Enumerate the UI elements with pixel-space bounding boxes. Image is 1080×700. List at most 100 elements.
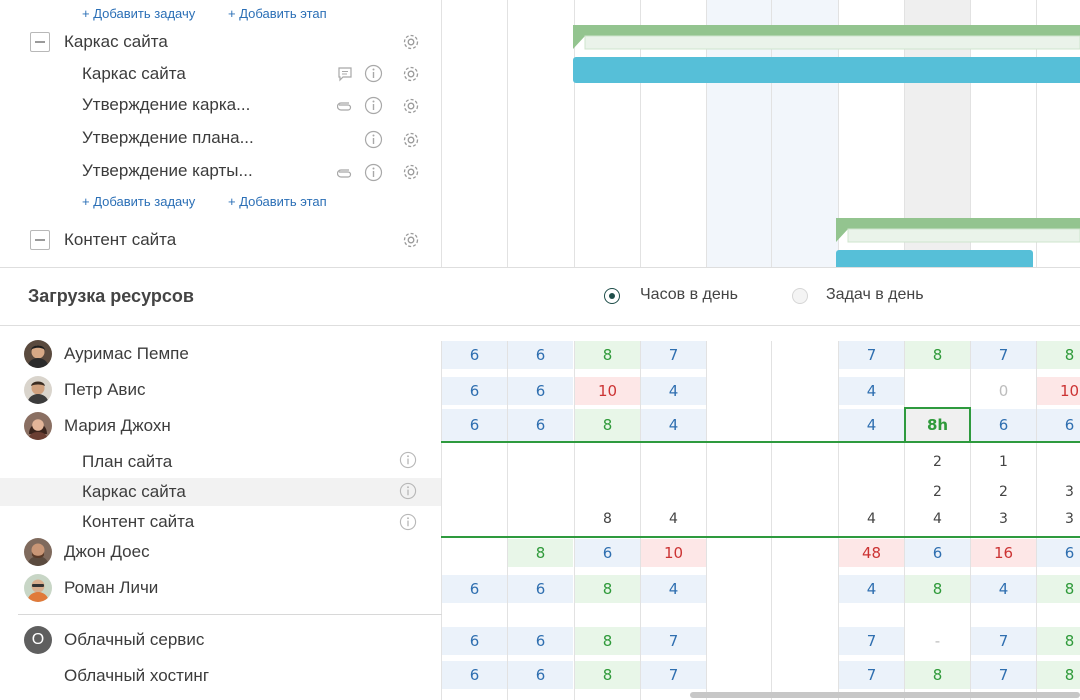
subtask-load-cell[interactable]	[839, 478, 904, 506]
load-cell[interactable]: 6	[508, 377, 573, 405]
info-icon[interactable]	[399, 451, 417, 469]
load-cell[interactable]: 7	[839, 627, 904, 655]
collapse-toggle[interactable]	[30, 32, 50, 52]
load-cell[interactable]: 7	[971, 341, 1036, 369]
gear-icon[interactable]	[401, 96, 421, 116]
subtask-load-cell[interactable]	[772, 449, 837, 475]
gear-icon[interactable]	[401, 230, 421, 250]
person-name[interactable]: Ауримас Пемпе	[64, 344, 189, 363]
load-cell[interactable]: 7	[839, 341, 904, 369]
load-cell[interactable]: 6	[508, 341, 573, 369]
subtask-load-cell[interactable]	[575, 449, 640, 475]
subtask-load-cell[interactable]	[641, 449, 706, 475]
subtask-load-cell[interactable]	[508, 506, 573, 532]
subtask-load-cell[interactable]	[575, 478, 640, 506]
info-icon[interactable]	[364, 163, 383, 182]
subtask-load-cell[interactable]	[707, 449, 772, 475]
service-name[interactable]: Облачный сервис	[64, 630, 205, 649]
person-name[interactable]: Джон Доес	[64, 542, 150, 561]
gear-icon[interactable]	[401, 162, 421, 182]
add-task-link[interactable]: + Добавить задачу	[82, 6, 196, 21]
load-cell[interactable]: 7	[641, 341, 706, 369]
load-cell[interactable]	[772, 575, 837, 603]
load-cell[interactable]: 6	[508, 661, 573, 689]
load-cell[interactable]	[707, 341, 772, 369]
load-cell[interactable]	[707, 575, 772, 603]
avatar[interactable]	[24, 340, 52, 368]
load-cell[interactable]: 4	[641, 409, 706, 441]
load-cell[interactable]: 8	[1037, 627, 1080, 655]
load-cell[interactable]: 6	[442, 661, 507, 689]
load-cell[interactable]: 8	[575, 575, 640, 603]
load-cell[interactable]: 6	[575, 539, 640, 567]
person-name[interactable]: Мария Джохн	[64, 416, 171, 435]
load-cell[interactable]: 0	[971, 377, 1036, 405]
load-cell[interactable]: 8	[905, 341, 970, 369]
task-bar[interactable]	[573, 57, 1080, 83]
load-cell[interactable]: 7	[971, 661, 1036, 689]
load-cell[interactable]: 4	[839, 409, 904, 441]
subtask-name[interactable]: Контент сайта	[82, 512, 195, 531]
load-cell[interactable]: 6	[508, 627, 573, 655]
stage-bar[interactable]	[836, 218, 1080, 244]
load-cell[interactable]: 7	[839, 661, 904, 689]
task-name[interactable]: Утверждение карка...	[82, 95, 251, 114]
add-task-link[interactable]: + Добавить задачу	[82, 194, 196, 209]
avatar[interactable]	[24, 574, 52, 602]
load-cell[interactable]	[905, 377, 970, 405]
info-icon[interactable]	[364, 64, 383, 83]
load-cell[interactable]: 10	[1037, 377, 1080, 405]
load-cell[interactable]	[772, 341, 837, 369]
load-cell[interactable]: 6	[905, 539, 970, 567]
load-cell[interactable]	[772, 377, 837, 405]
load-cell[interactable]	[707, 377, 772, 405]
load-cell[interactable]: 4	[971, 575, 1036, 603]
load-cell[interactable]: 6	[508, 575, 573, 603]
subtask-name[interactable]: Каркас сайта	[82, 482, 186, 501]
load-cell[interactable]	[772, 627, 837, 655]
load-cell[interactable]: 6	[971, 409, 1036, 441]
load-cell[interactable]	[707, 539, 772, 567]
subtask-load-cell[interactable]	[442, 506, 507, 532]
load-cell[interactable]: 8	[1037, 661, 1080, 689]
load-cell[interactable]	[772, 539, 837, 567]
subtask-load-cell[interactable]	[707, 478, 772, 506]
load-cell[interactable]: 7	[971, 627, 1036, 655]
gear-icon[interactable]	[401, 64, 421, 84]
load-cell[interactable]: 8	[575, 409, 640, 441]
subtask-load-cell[interactable]: 4	[669, 511, 678, 527]
gear-icon[interactable]	[401, 32, 421, 52]
task-name[interactable]: Каркас сайта	[82, 64, 186, 83]
collapse-toggle[interactable]	[30, 230, 50, 250]
paperclip-icon[interactable]	[337, 166, 353, 178]
subtask-load-cell[interactable]: 3	[999, 511, 1008, 527]
task-name[interactable]: Утверждение карты...	[82, 161, 253, 180]
load-cell[interactable]	[707, 627, 772, 655]
load-cell[interactable]: 4	[641, 575, 706, 603]
subtask-load-cell[interactable]	[839, 449, 904, 475]
subtask-load-cell[interactable]: 4	[933, 511, 942, 527]
radio-tasks[interactable]	[792, 288, 808, 304]
subtask-load-cell[interactable]: 8	[603, 511, 612, 527]
subtask-load-cell[interactable]	[442, 449, 507, 475]
radio-tasks-label[interactable]: Задач в день	[826, 286, 924, 303]
radio-hours-label[interactable]: Часов в день	[640, 286, 738, 303]
info-icon[interactable]	[399, 513, 417, 531]
subtask-load-cell[interactable]: 2	[933, 484, 942, 500]
subtask-load-cell[interactable]	[508, 449, 573, 475]
load-cell[interactable]: 6	[442, 627, 507, 655]
info-icon[interactable]	[364, 96, 383, 115]
subtask-load-cell[interactable]	[641, 478, 706, 506]
comment-icon[interactable]	[337, 66, 353, 82]
subtask-load-cell[interactable]	[1037, 449, 1080, 475]
subtask-load-cell[interactable]: 1	[999, 454, 1008, 470]
load-cell[interactable]	[707, 409, 772, 441]
load-cell[interactable]: 6	[442, 341, 507, 369]
load-cell[interactable]: 6	[508, 409, 573, 441]
load-cell[interactable]: 48	[839, 539, 904, 567]
gear-icon[interactable]	[401, 130, 421, 150]
load-cell[interactable]: 7	[641, 661, 706, 689]
load-cell[interactable]: 4	[839, 575, 904, 603]
load-cell[interactable]: 6	[442, 575, 507, 603]
add-stage-link[interactable]: + Добавить этап	[228, 6, 327, 21]
